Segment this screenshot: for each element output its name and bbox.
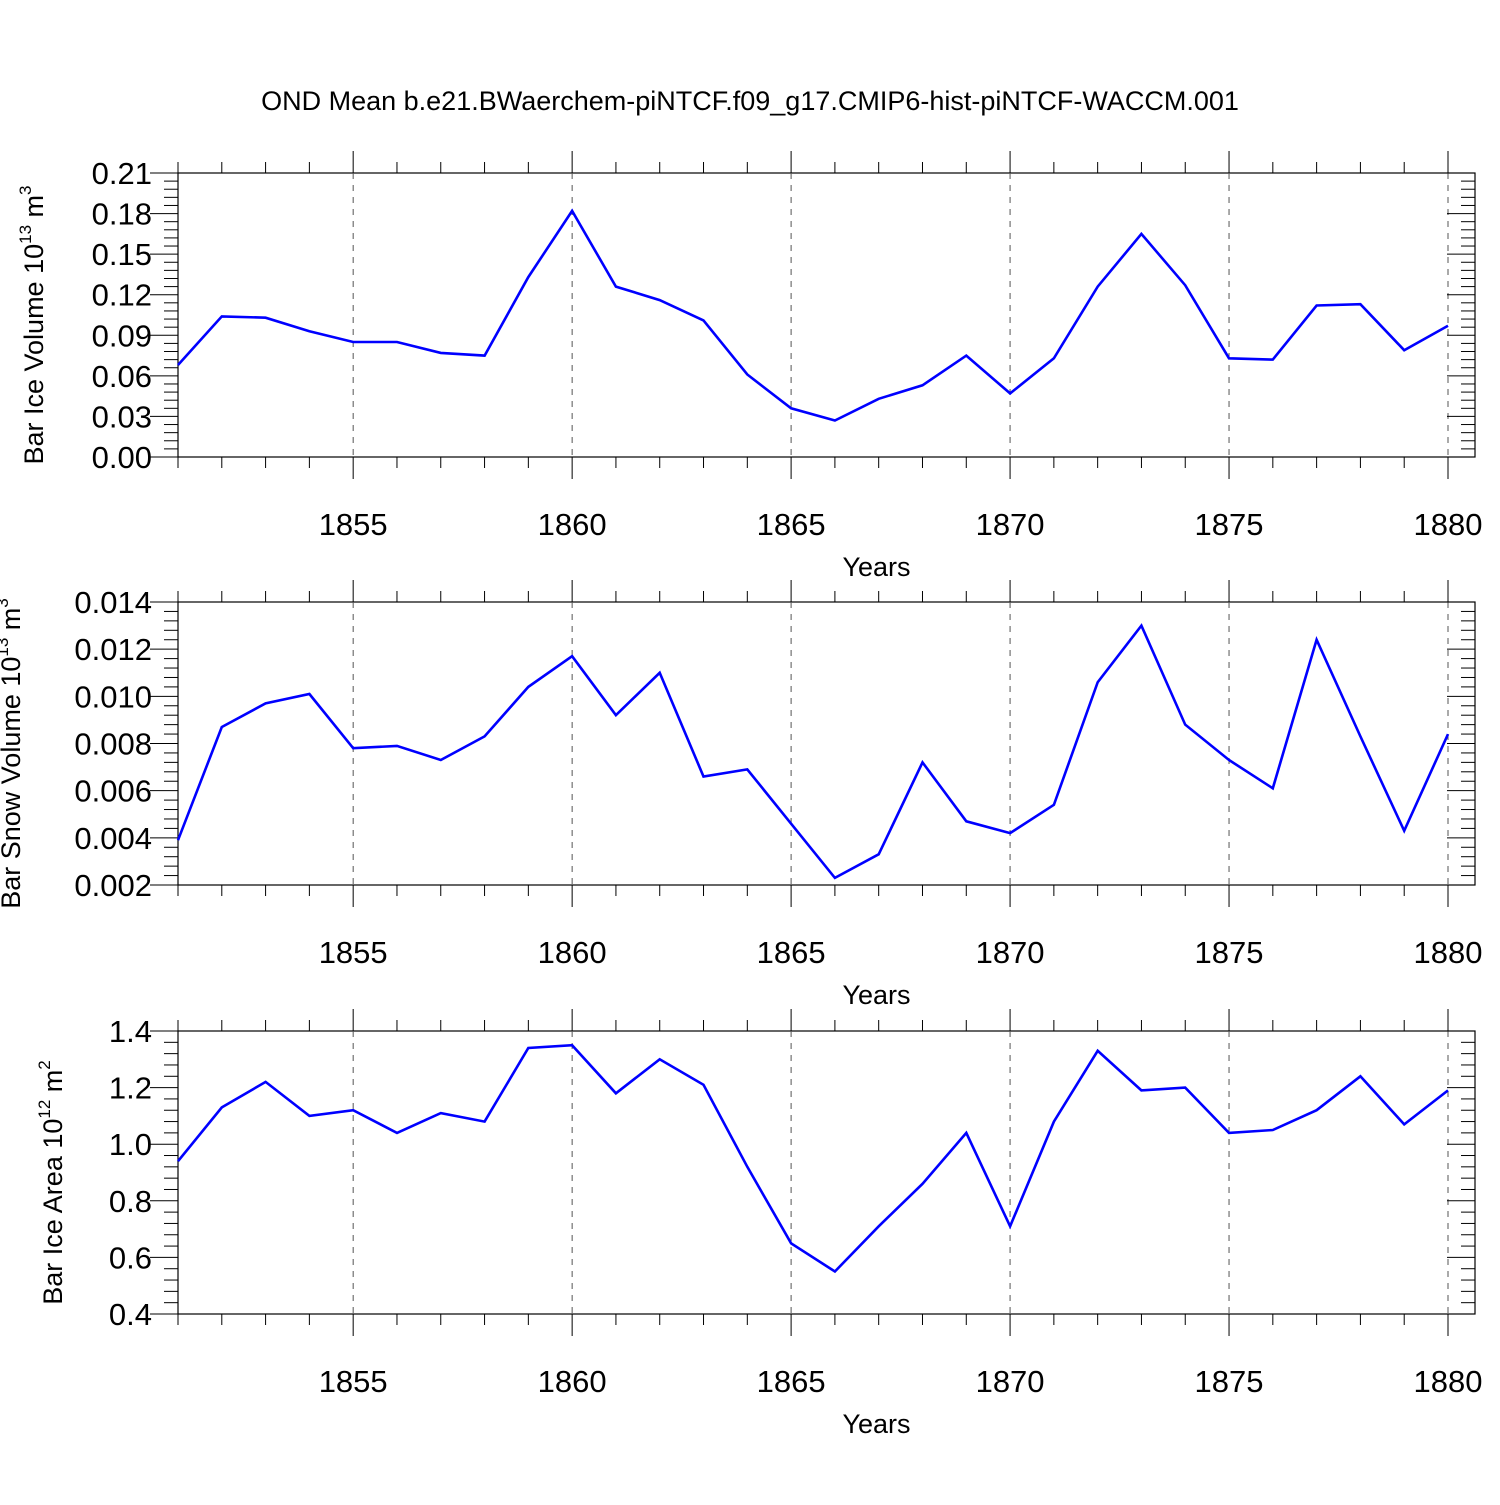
y-tick-label-0.06: 0.06 (92, 359, 152, 394)
y-tick-label-0.15: 0.15 (92, 237, 152, 272)
x-tick-label-1865: 1865 (757, 1364, 826, 1399)
y-tick-label-0.010: 0.010 (74, 679, 152, 714)
series-line-2 (176, 623, 1450, 880)
series-line-3 (176, 1043, 1449, 1274)
y-tick-label-0.12: 0.12 (92, 278, 152, 313)
y-axis-label-unit-exponent: 2 (35, 1060, 54, 1069)
x-tick-label-1860: 1860 (538, 935, 607, 970)
x-tick-label-1855: 1855 (319, 1364, 388, 1399)
y-tick-label-1.4: 1.4 (109, 1014, 152, 1049)
plot-frame (177, 172, 1476, 458)
y-tick-label-0.21: 0.21 (92, 156, 152, 191)
y-axis-label-text: Bar Snow Volume 10 (0, 657, 26, 909)
y-axis-label-unit: m (38, 1070, 68, 1100)
x-tick-label-1880: 1880 (1414, 1364, 1483, 1399)
x-tick-label-1875: 1875 (1195, 507, 1264, 542)
y-axis-label: Bar Snow Volume 1013 m3 (0, 598, 26, 909)
y-axis-label-exponent: 13 (16, 225, 35, 244)
x-tick-label-1860: 1860 (538, 1364, 607, 1399)
y-axis-label-unit-exponent: 3 (0, 598, 12, 607)
y-tick-label-0.014: 0.014 (74, 585, 152, 620)
chart-panels: 1855 1860 1865 1870 1875 1880 Years 0.00 0.03 0.0… (0, 151, 1482, 1439)
series-line-1 (177, 208, 1449, 422)
y-axis-label-unit: m (19, 195, 49, 225)
x-axis-label: Years (842, 552, 910, 582)
x-tick-label-1880: 1880 (1414, 935, 1483, 970)
x-tick-label-1875: 1875 (1195, 935, 1264, 970)
chart-title: OND Mean b.e21.BWaerchem-piNTCF.f09_g17.… (261, 86, 1239, 116)
x-tick-label-1860: 1860 (538, 507, 607, 542)
plot-frame (177, 601, 1476, 886)
x-tick-label-1870: 1870 (976, 1364, 1045, 1399)
y-tick-label-0.18: 0.18 (92, 197, 152, 232)
x-tick-label-1865: 1865 (757, 507, 826, 542)
panel-2: 1855 1860 1865 1870 1875 1880 Years 0.002 0.004 0… (0, 580, 1482, 1010)
y-tick-label-0.006: 0.006 (74, 774, 152, 809)
x-axis-label: Years (842, 980, 910, 1010)
y-tick-label-0.6: 0.6 (109, 1240, 152, 1275)
y-axis-label-text: Bar Ice Volume 10 (19, 244, 49, 465)
x-tick-label-1880: 1880 (1414, 507, 1483, 542)
panel-1: 1855 1860 1865 1870 1875 1880 Years 0.00 0.03 0.0… (16, 151, 1482, 582)
y-tick-label-0.012: 0.012 (74, 632, 152, 667)
y-axis-label-exponent: 12 (35, 1100, 54, 1119)
plot-frame (177, 1030, 1476, 1315)
panel-3: 1855 1860 1865 1870 1875 1880 Years 0.4 0.6 0.8 1.… (35, 1009, 1482, 1439)
y-axis-label-text: Bar Ice Area 10 (38, 1119, 68, 1305)
x-tick-label-1875: 1875 (1195, 1364, 1264, 1399)
y-tick-label-1.2: 1.2 (109, 1071, 152, 1106)
y-tick-label-0.008: 0.008 (74, 727, 152, 762)
y-tick-label-1.0: 1.0 (109, 1127, 152, 1162)
x-tick-label-1865: 1865 (757, 935, 826, 970)
y-axis-label-unit-exponent: 3 (16, 185, 35, 194)
y-tick-label-0.8: 0.8 (109, 1184, 152, 1219)
y-tick-label-0.00: 0.00 (92, 440, 152, 475)
x-tick-label-1870: 1870 (976, 507, 1045, 542)
y-axis-label: Bar Ice Volume 1013 m3 (16, 185, 49, 464)
x-axis-label: Years (842, 1409, 910, 1439)
x-tick-label-1855: 1855 (319, 935, 388, 970)
y-axis-label-exponent: 13 (0, 638, 12, 657)
y-tick-label-0.004: 0.004 (74, 821, 152, 856)
x-tick-label-1855: 1855 (319, 507, 388, 542)
x-tick-label-1870: 1870 (976, 935, 1045, 970)
y-tick-label-0.4: 0.4 (109, 1297, 152, 1332)
y-tick-label-0.002: 0.002 (74, 868, 152, 903)
y-axis-label: Bar Ice Area 1012 m2 (35, 1060, 68, 1305)
y-tick-label-0.03: 0.03 (92, 399, 152, 434)
y-axis-label-unit: m (0, 608, 26, 638)
y-tick-label-0.09: 0.09 (92, 318, 152, 353)
